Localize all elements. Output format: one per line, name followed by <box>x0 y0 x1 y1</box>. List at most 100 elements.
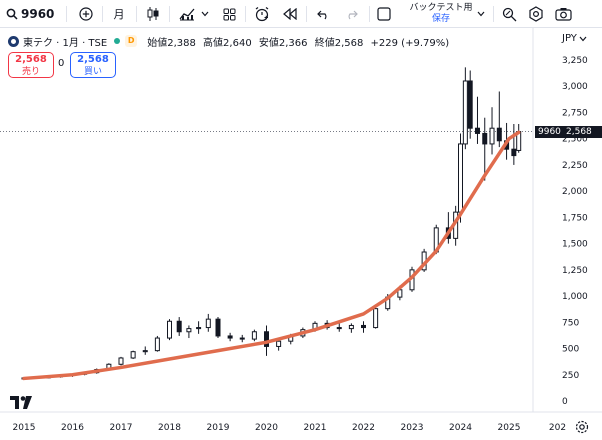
x-tick-label: 202 <box>549 423 566 433</box>
candle-body <box>251 331 257 340</box>
candle-body <box>458 143 463 213</box>
settings-icon <box>529 6 543 22</box>
candle-body <box>154 337 160 352</box>
x-tick-label: 2021 <box>304 423 327 433</box>
divider <box>369 6 370 22</box>
symbol-legend[interactable]: 東テク · 1月 · TSE D 始値2,388 高値2,640 安値2,366… <box>8 33 449 49</box>
tradingview-logo <box>10 396 32 409</box>
y-tick-label: 1,500 <box>562 240 588 250</box>
x-tick-label: 2018 <box>158 423 181 433</box>
close-value: 2,568 <box>334 37 364 49</box>
redo-button[interactable] <box>342 0 360 28</box>
snapshot-button[interactable] <box>553 0 573 28</box>
candle-body <box>176 320 182 333</box>
change-value: +229 (+9.79%) <box>370 37 450 49</box>
candle-body <box>130 351 136 359</box>
x-tick-label: 2016 <box>61 423 84 433</box>
settings-button[interactable] <box>526 0 546 28</box>
replay-button[interactable] <box>280 0 300 28</box>
zoom-button[interactable] <box>499 0 519 28</box>
candle-body <box>511 148 517 157</box>
currency-label: JPY <box>562 33 577 44</box>
y-tick-label: 2,750 <box>562 108 588 118</box>
interval-label: 月 <box>113 8 125 21</box>
x-tick-label: 2017 <box>110 423 133 433</box>
indicators-button[interactable] <box>177 0 197 28</box>
layout-select-icon <box>377 7 391 21</box>
chevron-down-icon <box>201 11 209 17</box>
buy-button[interactable]: 2,568 買い <box>70 52 116 78</box>
buy-label: 買い <box>83 67 102 77</box>
candle-style-icon <box>147 7 159 21</box>
y-tick-label: 0 <box>562 397 568 407</box>
candle-body <box>496 127 502 142</box>
candle-body <box>474 127 480 134</box>
candle-body <box>239 337 245 340</box>
divider <box>306 6 307 22</box>
zoom-icon <box>502 7 516 21</box>
alert-button[interactable] <box>252 0 272 28</box>
divider <box>493 6 494 22</box>
add-symbol-icon <box>79 7 93 21</box>
y-tick-label: 2,000 <box>562 187 588 197</box>
ohlc-values: 始値2,388 高値2,640 安値2,366 終値2,568 +229 (+9… <box>147 34 449 49</box>
candle-body <box>167 320 172 339</box>
candle-body <box>462 80 468 145</box>
save-dropdown[interactable] <box>475 0 487 28</box>
symbol-logo <box>8 35 19 47</box>
symbol-search-button[interactable]: 9960 <box>6 0 62 28</box>
chart-style-button[interactable] <box>143 0 163 28</box>
backtest-save-button[interactable]: バックテスト用 保存 <box>393 0 489 28</box>
divider <box>245 6 246 22</box>
gear-icon[interactable] <box>574 419 590 435</box>
y-tick-label: 3,250 <box>562 56 588 66</box>
candle-body <box>118 357 124 365</box>
compare-button[interactable] <box>76 0 96 28</box>
candle-body <box>276 340 282 347</box>
chevron-down-icon <box>579 36 587 41</box>
layout-select-button[interactable] <box>375 0 393 28</box>
sell-price: 2,568 <box>15 54 47 65</box>
divider <box>102 6 103 22</box>
sell-button[interactable]: 2,568 売り <box>8 52 54 78</box>
candle-body <box>467 80 473 129</box>
high-value: 2,640 <box>223 37 252 49</box>
y-tick-label: 1,750 <box>562 213 588 223</box>
candle-body <box>373 308 379 329</box>
delayed-badge: D <box>125 35 138 47</box>
save-label: 保存 <box>431 14 450 24</box>
sell-label: 売り <box>21 67 40 77</box>
buy-price: 2,568 <box>77 54 109 65</box>
y-tick-label: 2,500 <box>562 135 588 145</box>
x-tick-label: 2024 <box>449 423 472 433</box>
candle-body <box>348 324 354 330</box>
candle-body <box>227 335 233 339</box>
x-tick-label: 2019 <box>207 423 230 433</box>
x-tick-label: 2023 <box>401 423 424 433</box>
trend-curve <box>22 130 521 381</box>
close-label: 終値 <box>314 37 335 49</box>
open-value: 2,388 <box>167 37 196 49</box>
low-value: 2,366 <box>278 37 308 49</box>
x-tick-label: 2015 <box>13 423 36 433</box>
candle-body <box>142 350 148 353</box>
currency-selector[interactable]: JPY <box>562 33 587 44</box>
x-tick-label: 2025 <box>498 423 521 433</box>
candle-body <box>215 318 221 337</box>
layouts-button[interactable] <box>219 0 239 28</box>
top-toolbar: 9960 月 バックテスト用 保存 <box>0 0 602 28</box>
layout-icon <box>223 8 235 20</box>
undo-button[interactable] <box>314 0 332 28</box>
alert-icon <box>255 7 269 22</box>
y-tick-label: 250 <box>562 371 579 381</box>
open-label: 始値 <box>147 37 168 49</box>
candle-body <box>482 132 488 145</box>
x-tick-label: 2020 <box>255 423 278 433</box>
y-tick-label: 1,250 <box>562 266 588 276</box>
y-tick-label: 1,000 <box>562 292 588 302</box>
interval-button[interactable]: 月 <box>108 0 130 28</box>
divider <box>169 6 170 22</box>
price-tag-value: 2,568 <box>562 126 602 138</box>
indicators-dropdown[interactable] <box>199 0 211 28</box>
